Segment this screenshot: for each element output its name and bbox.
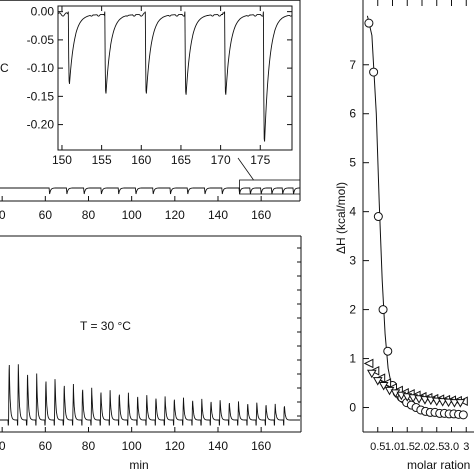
right-y-tick-label: 7 xyxy=(349,58,356,72)
bottom-left-x-axis-label: min xyxy=(129,458,148,472)
bottom-left-x-tick-label: 60 xyxy=(39,439,53,453)
inset-x-tick-label: 170 xyxy=(211,153,231,167)
right-triangle-down-point xyxy=(420,396,430,405)
bottom-left-panel: 0 60 80 100 120 140 160 T = 30 °C min xyxy=(0,235,302,472)
right-triangle-left-point xyxy=(363,358,374,369)
right-x-axis: 0.5 1.0 1.5 2.0 2.5 3.0 3 xyxy=(370,427,469,453)
right-y-tick-label: 2 xyxy=(349,303,356,317)
right-x-tick-label: 1.5 xyxy=(400,441,415,453)
bottom-left-x-tick-label: 160 xyxy=(251,439,271,453)
right-x-tick-label: 3.0 xyxy=(444,441,459,453)
right-y-tick-label: 6 xyxy=(349,107,356,121)
right-triangle-down-point xyxy=(366,369,377,379)
inset-y-tick-label: 0.00 xyxy=(31,5,55,19)
inset-panel: 0.00 -0.05 -0.10 -0.15 -0.20 150 155 160 165 170… xyxy=(27,5,293,167)
right-y-tick-label: 3 xyxy=(349,254,356,268)
bottom-left-x-tick-label: 120 xyxy=(165,439,185,453)
right-circle-point xyxy=(378,305,388,315)
inset-x-tick-label: 165 xyxy=(171,153,191,167)
bottom-left-x-tick-label: 80 xyxy=(82,439,96,453)
right-triangle-down-point xyxy=(455,399,466,408)
right-panel: 0 1 2 3 4 5 6 7 0.5 1.0 1.5 2.0 2.5 3.0 3 ΔH (kcal/mo… xyxy=(334,0,474,472)
bottom-left-heat-trace xyxy=(0,364,300,426)
inset-y-tick-label: -0.10 xyxy=(27,61,55,75)
top-left-x-tick-label: 120 xyxy=(165,208,185,222)
inset-frame xyxy=(57,5,293,151)
bottom-left-x-tick-label: 140 xyxy=(208,439,228,453)
bottom-left-x-tick-label: 0 xyxy=(0,439,6,453)
inset-y-axis: 0.00 -0.05 -0.10 -0.15 -0.20 xyxy=(27,5,292,132)
zoom-region-box xyxy=(239,179,301,195)
right-triangle-down-point xyxy=(431,397,442,407)
inset-y-tick-label: -0.15 xyxy=(27,89,55,103)
right-triangle-down-point xyxy=(443,398,454,408)
right-y-tick-label: 0 xyxy=(349,401,356,415)
right-x-tick-label: 1.0 xyxy=(385,441,400,453)
top-left-x-tick-label: 140 xyxy=(208,208,228,222)
right-y-tick-label: 4 xyxy=(349,205,356,219)
right-triangle-down-point xyxy=(449,399,460,408)
inset-x-axis: 150 155 160 165 170 175 xyxy=(52,6,271,167)
right-x-tick-label: 2.0 xyxy=(414,441,429,453)
inset-heat-trace xyxy=(57,11,292,142)
right-x-tick-label: 0.5 xyxy=(370,441,385,453)
right-y-axis: 0 1 2 3 4 5 6 7 xyxy=(349,58,369,415)
inset-x-tick-label: 150 xyxy=(52,153,72,167)
inset-x-tick-label: 175 xyxy=(250,153,270,167)
right-data-points xyxy=(363,18,468,420)
right-x-axis-label: molar ration xyxy=(407,458,470,472)
right-x-tick-label: 3 xyxy=(463,441,469,453)
right-top-ticks xyxy=(377,0,467,6)
inset-y-tick-label: -0.20 xyxy=(27,118,55,132)
top-left-label-fragment: C xyxy=(0,61,9,75)
right-triangle-down-point xyxy=(372,377,383,386)
top-left-x-tick-label: 160 xyxy=(251,208,271,222)
right-circle-point xyxy=(458,410,468,420)
right-circle-point xyxy=(369,67,379,77)
right-y-tick-label: 1 xyxy=(349,352,356,366)
right-circle-point xyxy=(383,346,393,356)
top-left-x-tick-label: 60 xyxy=(39,208,53,222)
bottom-left-right-ticks xyxy=(297,247,301,417)
right-circle-point xyxy=(364,18,374,28)
inset-x-tick-label: 160 xyxy=(131,153,151,167)
right-x-tick-label: 2.5 xyxy=(429,441,444,453)
top-left-x-axis: 0 60 80 100 120 140 160 xyxy=(0,196,271,222)
right-triangle-down-point xyxy=(437,398,448,407)
right-circle-point xyxy=(373,212,383,222)
right-y-axis-label: ΔH (kcal/mol) xyxy=(334,182,348,254)
top-left-x-tick-label: 100 xyxy=(122,208,142,222)
inset-x-tick-label: 155 xyxy=(92,153,112,167)
right-triangle-down-point xyxy=(378,381,389,391)
bottom-left-x-axis: 0 60 80 100 120 140 160 xyxy=(0,427,271,453)
temperature-annotation: T = 30 °C xyxy=(80,319,131,333)
zoom-connector-line xyxy=(237,157,254,181)
top-left-x-tick-label: 0 xyxy=(0,208,6,222)
right-y-tick-label: 5 xyxy=(349,156,356,170)
inset-y-tick-label: -0.05 xyxy=(27,33,55,47)
top-left-x-tick-label: 80 xyxy=(82,208,96,222)
top-left-panel: C 0 60 80 100 120 140 160 xyxy=(0,0,301,222)
bottom-left-x-tick-label: 100 xyxy=(122,439,142,453)
top-left-heat-trace xyxy=(0,187,300,195)
